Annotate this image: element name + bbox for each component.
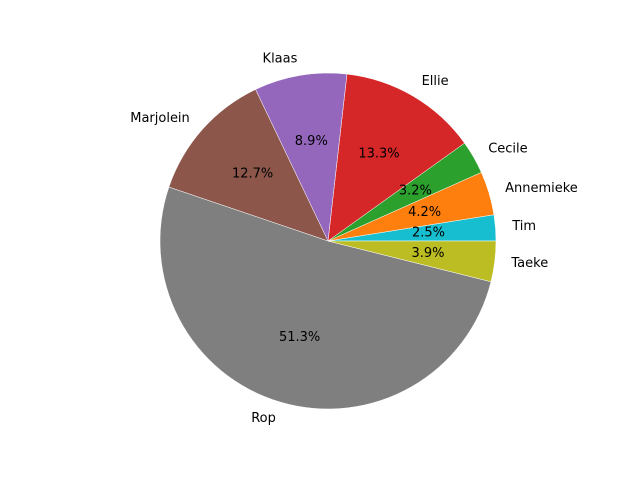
pct-label-marjolein: 12.7% [232, 167, 273, 182]
pie-percent-labels: 2.5% 4.2% 3.2% 13.3% 8.9% 12.7% 51.3% 3.9% [232, 134, 445, 345]
pct-label-taeke: 3.9% [411, 246, 444, 261]
slice-label-ellie: Ellie [422, 74, 449, 89]
pie-slice-taeke [327, 240, 497, 283]
pct-label-tim: 2.5% [412, 226, 445, 241]
slice-label-tim: Tim [511, 219, 536, 234]
slice-label-cecile: Cecile [488, 141, 527, 156]
slice-label-annemieke: Annemieke [505, 181, 578, 196]
pie-slice-ellie [327, 73, 465, 242]
slice-label-taeke: Taeke [510, 256, 548, 271]
pie-slice-rop [159, 186, 492, 410]
pie-slices [159, 72, 497, 410]
pct-label-cecile: 3.2% [399, 183, 432, 198]
slice-label-marjolein: Marjolein [130, 111, 190, 126]
pie-slice-marjolein [168, 89, 329, 242]
slice-label-klaas: Klaas [263, 51, 298, 66]
pie-slice-labels: Tim Annemieke Cecile Ellie Klaas Marjolein Rop… [130, 51, 578, 426]
pct-label-klaas: 8.9% [295, 134, 328, 149]
pie-slice-klaas [255, 72, 348, 242]
slice-label-rop: Rop [251, 411, 276, 426]
pct-label-rop: 51.3% [279, 330, 320, 345]
pct-label-annemieke: 4.2% [408, 205, 441, 220]
pct-label-ellie: 13.3% [358, 147, 399, 162]
